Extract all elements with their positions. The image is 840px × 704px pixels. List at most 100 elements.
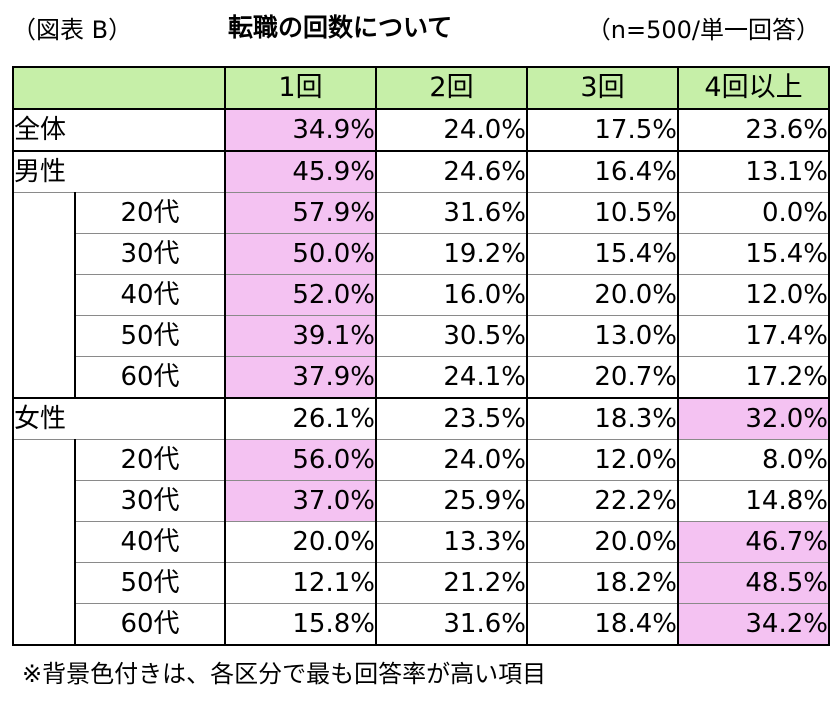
cell-value: 12.0% (527, 439, 679, 481)
table-row: 40代 20.0% 13.3% 20.0% 46.7% (12, 521, 830, 563)
cell-value: 18.4% (527, 603, 679, 646)
cell-value: 34.2% (678, 603, 830, 646)
cell-value: 15.8% (225, 603, 377, 646)
cell-value: 18.2% (527, 562, 679, 604)
cell-value: 13.1% (678, 150, 830, 193)
row-label: 20代 (75, 192, 226, 234)
cell-value: 37.9% (225, 356, 377, 399)
cell-value: 17.4% (678, 315, 830, 357)
table-title: 転職の回数について (228, 13, 453, 42)
column-header: 4回以上 (677, 66, 830, 110)
column-header: 3回 (526, 66, 679, 110)
row-label: 50代 (75, 562, 226, 604)
row-indent (12, 562, 76, 604)
row-label: 30代 (75, 480, 226, 522)
cell-value: 23.5% (376, 397, 528, 440)
row-indent (12, 192, 76, 234)
cell-value: 24.1% (376, 356, 528, 399)
cell-value: 31.6% (376, 192, 528, 234)
column-header-row: 1回 2回 3回 4回以上 (12, 66, 830, 110)
table-body: 全体 34.9% 24.0% 17.5% 23.6% 男性 45.9% 24.6% 16.4% 1… (12, 108, 830, 646)
row-label: 50代 (75, 315, 226, 357)
row-indent (12, 521, 76, 563)
table-row: 50代 12.1% 21.2% 18.2% 48.5% (12, 562, 830, 604)
cell-value: 24.6% (376, 150, 528, 193)
table-row: 60代 37.9% 24.1% 20.7% 17.2% (12, 356, 830, 399)
row-indent (12, 274, 76, 316)
cell-value: 14.8% (678, 480, 830, 522)
table-row: 50代 39.1% 30.5% 13.0% 17.4% (12, 315, 830, 357)
table-row: 30代 50.0% 19.2% 15.4% 15.4% (12, 233, 830, 275)
row-indent (12, 233, 76, 275)
cell-value: 50.0% (225, 233, 377, 275)
cell-value: 13.0% (527, 315, 679, 357)
row-indent (12, 439, 76, 481)
cell-value: 8.0% (678, 439, 830, 481)
cell-value: 20.0% (225, 521, 377, 563)
row-label: 女性 (12, 397, 226, 440)
row-label: 40代 (75, 521, 226, 563)
cell-value: 17.2% (678, 356, 830, 399)
row-label: 40代 (75, 274, 226, 316)
cell-value: 17.5% (527, 108, 679, 152)
figure-label: （図表 B） (12, 16, 133, 44)
row-label: 30代 (75, 233, 226, 275)
cell-value: 20.0% (527, 521, 679, 563)
cell-value: 16.4% (527, 150, 679, 193)
row-indent (12, 356, 76, 399)
row-indent (12, 315, 76, 357)
table-row: 40代 52.0% 16.0% 20.0% 12.0% (12, 274, 830, 316)
cell-value: 45.9% (225, 150, 377, 193)
cell-value: 13.3% (376, 521, 528, 563)
cell-value: 23.6% (678, 108, 830, 152)
cell-value: 24.0% (376, 439, 528, 481)
cell-value: 12.0% (678, 274, 830, 316)
table-header-area: （図表 B） 転職の回数について （n=500/単一回答） (0, 4, 840, 46)
cell-value: 24.0% (376, 108, 528, 152)
cell-value: 57.9% (225, 192, 377, 234)
cell-value: 34.9% (225, 108, 377, 152)
cell-value: 21.2% (376, 562, 528, 604)
table-row: 女性 26.1% 23.5% 18.3% 32.0% (12, 397, 830, 440)
row-label: 全体 (12, 108, 226, 152)
row-label: 20代 (75, 439, 226, 481)
row-label: 60代 (75, 356, 226, 399)
table-row: 全体 34.9% 24.0% 17.5% 23.6% (12, 108, 830, 152)
cell-value: 37.0% (225, 480, 377, 522)
cell-value: 19.2% (376, 233, 528, 275)
cell-value: 25.9% (376, 480, 528, 522)
cell-value: 52.0% (225, 274, 377, 316)
row-label: 60代 (75, 603, 226, 646)
cell-value: 0.0% (678, 192, 830, 234)
cell-value: 20.7% (527, 356, 679, 399)
cell-value: 22.2% (527, 480, 679, 522)
cell-value: 30.5% (376, 315, 528, 357)
footnote: ※背景色付きは、各区分で最も回答率が高い項目 (22, 660, 547, 688)
sample-note: （n=500/単一回答） (586, 16, 820, 44)
cell-value: 31.6% (376, 603, 528, 646)
cell-value: 10.5% (527, 192, 679, 234)
cell-value: 15.4% (678, 233, 830, 275)
cell-value: 20.0% (527, 274, 679, 316)
row-indent (12, 480, 76, 522)
cell-value: 48.5% (678, 562, 830, 604)
header-corner (12, 66, 226, 110)
cell-value: 39.1% (225, 315, 377, 357)
cell-value: 18.3% (527, 397, 679, 440)
row-label: 男性 (12, 150, 226, 193)
cell-value: 26.1% (225, 397, 377, 440)
cell-value: 46.7% (678, 521, 830, 563)
table-row: 男性 45.9% 24.6% 16.4% 13.1% (12, 150, 830, 193)
column-header: 2回 (375, 66, 528, 110)
cell-value: 12.1% (225, 562, 377, 604)
cell-value: 32.0% (678, 397, 830, 440)
table-row: 30代 37.0% 25.9% 22.2% 14.8% (12, 480, 830, 522)
cell-value: 15.4% (527, 233, 679, 275)
table-row: 20代 57.9% 31.6% 10.5% 0.0% (12, 192, 830, 234)
cell-value: 56.0% (225, 439, 377, 481)
cell-value: 16.0% (376, 274, 528, 316)
row-indent (12, 603, 76, 646)
table-row: 60代 15.8% 31.6% 18.4% 34.2% (12, 603, 830, 646)
column-header: 1回 (224, 66, 377, 110)
results-table: 1回 2回 3回 4回以上 全体 34.9% 24.0% 17.5% 23.6% 男性 45… (12, 66, 830, 646)
